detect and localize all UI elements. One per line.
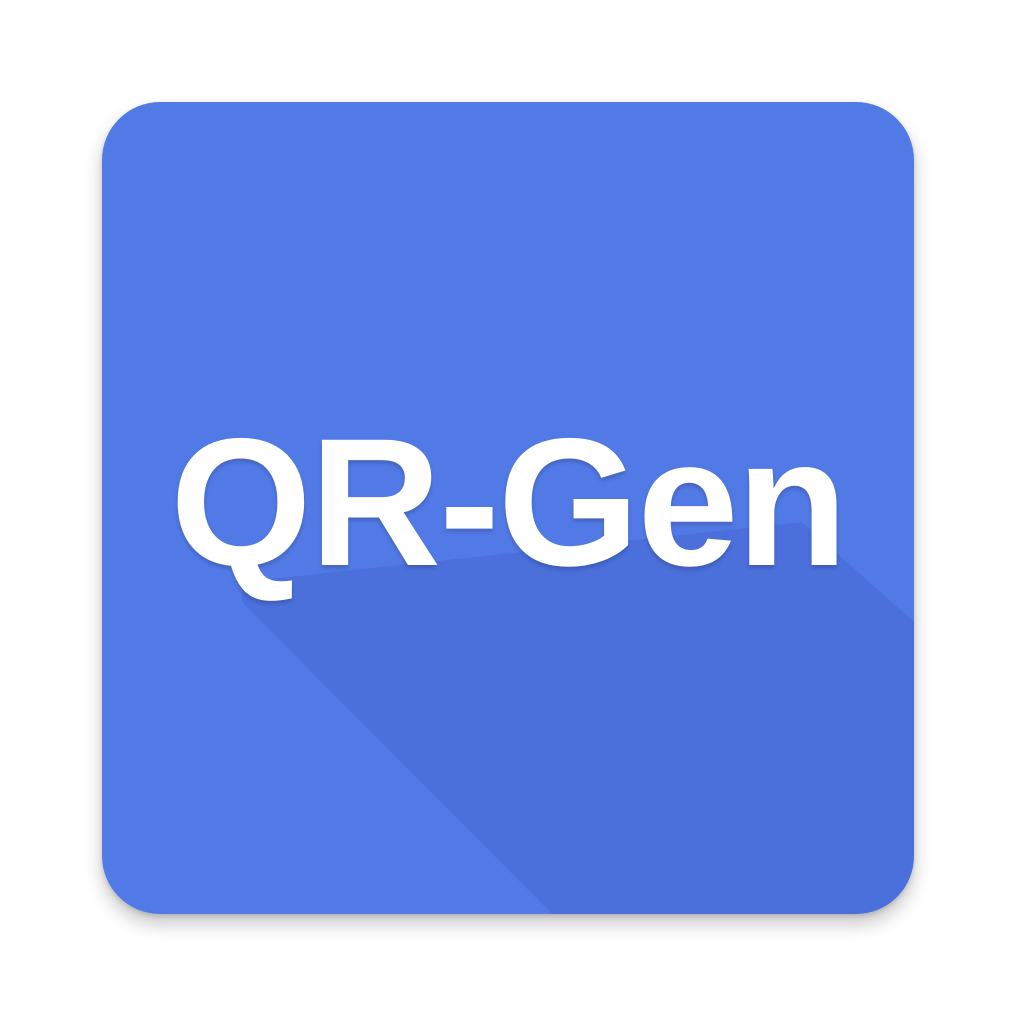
app-icon-background	[102, 102, 914, 914]
app-icon[interactable]: QR-Gen	[102, 102, 914, 914]
app-icon-label: QR-Gen	[170, 400, 848, 604]
long-shadow	[242, 522, 914, 914]
